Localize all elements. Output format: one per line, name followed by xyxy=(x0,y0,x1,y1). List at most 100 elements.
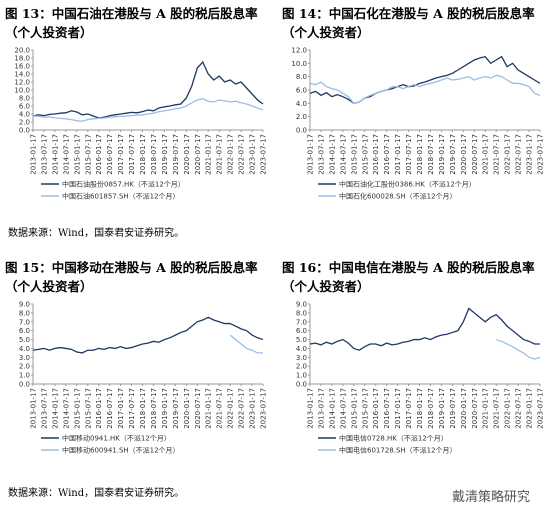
legend-label: 中国移动0941.HK（不派12个月） xyxy=(62,434,171,443)
x-tick-label: 2017-07-17 xyxy=(405,134,413,175)
y-tick-label: 7.0 xyxy=(296,318,307,326)
y-tick-label: 0.0 xyxy=(19,127,30,135)
x-tick-label: 2016-07-17 xyxy=(106,134,114,175)
watermark: 戴清策略研究 xyxy=(452,490,531,505)
x-tick-label: 2021-07-17 xyxy=(493,134,501,175)
x-tick-label: 2019-07-17 xyxy=(172,134,180,175)
x-tick-label: 2018-07-17 xyxy=(150,134,158,175)
series-line xyxy=(309,307,540,351)
x-tick-label: 2015-01-17 xyxy=(73,388,81,429)
series-line xyxy=(32,98,264,122)
x-tick-label: 2015-07-17 xyxy=(361,134,369,175)
x-tick-label: 2023-07-17 xyxy=(537,388,545,429)
y-tick-label: 4.0 xyxy=(19,111,30,119)
x-tick-label: 2018-01-17 xyxy=(416,134,424,175)
y-tick-label: 0.0 xyxy=(19,381,30,389)
y-tick-label: 5.0 xyxy=(19,336,30,344)
x-tick-label: 2020-01-17 xyxy=(460,388,468,429)
x-tick-label: 2013-01-17 xyxy=(307,134,315,175)
y-tick-label: 1.0 xyxy=(19,372,30,380)
x-tick-label: 2023-07-17 xyxy=(260,388,268,429)
y-tick-label: 8.0 xyxy=(296,73,307,81)
x-tick-label: 2023-07-17 xyxy=(537,134,545,175)
figure-title: 图 14：中国石化在港股与 A 股的税后股息率（个人投资者） xyxy=(282,6,535,40)
x-tick-label: 2019-07-17 xyxy=(172,388,180,429)
x-tick-label: 2020-01-17 xyxy=(183,134,191,175)
y-tick-label: 2.0 xyxy=(296,113,307,121)
x-tick-label: 2020-01-17 xyxy=(183,388,191,429)
x-tick-label: 2022-07-17 xyxy=(238,388,246,429)
x-tick-label: 2013-07-17 xyxy=(317,134,325,175)
figure: 图 14：中国石化在港股与 A 股的税后股息率（个人投资者） 0.0 2.0 4.0 6… xyxy=(282,4,547,223)
y-tick-label: 12.0 xyxy=(291,47,307,55)
x-tick-label: 2019-01-17 xyxy=(161,134,169,175)
x-tick-label: 2019-07-17 xyxy=(449,134,457,175)
series-line xyxy=(32,316,264,354)
y-tick-label: 18.0 xyxy=(14,55,30,63)
x-tick-label: 2017-07-17 xyxy=(128,388,136,429)
legend-label: 中国石油股份0857.HK（不派12个月） xyxy=(62,180,185,189)
x-tick-label: 2020-07-17 xyxy=(194,388,202,429)
y-tick-label: 3.0 xyxy=(19,354,30,362)
x-tick-label: 2018-07-17 xyxy=(427,134,435,175)
y-tick-label: 8.0 xyxy=(19,95,30,103)
y-tick-label: 14.0 xyxy=(14,71,30,79)
x-tick-label: 2016-07-17 xyxy=(383,134,391,175)
x-tick-label: 2017-07-17 xyxy=(128,134,136,175)
x-tick-label: 2023-01-17 xyxy=(249,388,257,429)
x-tick-label: 2018-01-17 xyxy=(139,388,147,429)
x-tick-label: 2017-01-17 xyxy=(117,388,125,429)
x-tick-label: 2013-07-17 xyxy=(317,388,325,429)
y-tick-label: 3.0 xyxy=(296,354,307,362)
chart: 0.01.02.03.04.05.06.07.08.09.0 2013-01-17… xyxy=(296,301,545,455)
y-tick-label: 6.0 xyxy=(19,103,30,111)
x-tick-label: 2017-01-17 xyxy=(394,134,402,175)
y-tick-label: 6.0 xyxy=(296,327,307,335)
legend-label: 中国移动600941.SH（不派12个月） xyxy=(62,446,180,455)
x-tick-label: 2016-01-17 xyxy=(372,134,380,175)
x-tick-label: 2018-01-17 xyxy=(416,388,424,429)
x-tick-label: 2016-01-17 xyxy=(95,134,103,175)
chart: 0.02.04.06.08.010.012.014.016.018.020.0 2… xyxy=(14,47,268,201)
x-tick-label: 2020-07-17 xyxy=(471,134,479,175)
figure-title: 图 15：中国移动在港股与 A 股的税后股息率（个人投资者） xyxy=(5,260,258,294)
figure: 图 16：中国电信在港股与 A 股的税后股息率（个人投资者） 0.0 1.0 2.0 3… xyxy=(282,258,547,477)
legend-label: 中国石油601857.SH（不派12个月） xyxy=(62,192,180,201)
x-tick-label: 2021-07-17 xyxy=(216,134,224,175)
x-tick-label: 2020-07-17 xyxy=(194,134,202,175)
y-tick-label: 16.0 xyxy=(14,63,30,71)
y-tick-label: 10.0 xyxy=(14,87,30,95)
chart: 0.0 2.0 4.0 6.0 8.0 10.0 12.0 2013-01-17 2013-07… xyxy=(291,47,545,201)
y-tick-label: 2.0 xyxy=(19,119,30,127)
y-tick-label: 8.0 xyxy=(19,309,30,317)
x-tick-label: 2018-07-17 xyxy=(150,388,158,429)
x-tick-label: 2023-01-17 xyxy=(249,134,257,175)
x-tick-label: 2018-01-17 xyxy=(139,134,147,175)
x-tick-label: 2017-07-17 xyxy=(405,388,413,429)
y-tick-label: 2.0 xyxy=(19,363,30,371)
x-tick-label: 2015-01-17 xyxy=(73,134,81,175)
legend-label: 中国电信601728.SH（不派12个月） xyxy=(339,446,457,455)
x-tick-label: 2014-01-17 xyxy=(328,388,336,429)
x-tick-label: 2014-01-17 xyxy=(328,134,336,175)
x-tick-label: 2016-01-17 xyxy=(372,388,380,429)
y-tick-label: 9.0 xyxy=(296,301,307,309)
legend-label: 中国石化600028.SH（不派12个月） xyxy=(339,192,457,201)
x-tick-label: 2021-01-17 xyxy=(482,134,490,175)
y-tick-label: 12.0 xyxy=(14,79,30,87)
x-tick-label: 2013-01-17 xyxy=(30,134,38,175)
series-line xyxy=(229,334,263,354)
x-tick-label: 2016-07-17 xyxy=(106,388,114,429)
x-tick-label: 2023-07-17 xyxy=(260,134,268,175)
x-tick-label: 2022-07-17 xyxy=(238,134,246,175)
x-tick-label: 2017-01-17 xyxy=(117,134,125,175)
x-tick-label: 2014-07-17 xyxy=(339,388,347,429)
chart: 0.01.02.03.04.05.06.07.08.09.0 2013-01-17… xyxy=(19,301,268,455)
y-tick-label: 4.0 xyxy=(296,345,307,353)
x-tick-label: 2013-07-17 xyxy=(40,388,48,429)
x-tick-label: 2013-07-17 xyxy=(40,134,48,175)
x-tick-label: 2015-07-17 xyxy=(361,388,369,429)
figure-title: 图 16：中国电信在港股与 A 股的税后股息率（个人投资者） xyxy=(282,260,535,294)
x-tick-label: 2014-01-17 xyxy=(51,134,59,175)
x-tick-label: 2021-01-17 xyxy=(205,388,213,429)
